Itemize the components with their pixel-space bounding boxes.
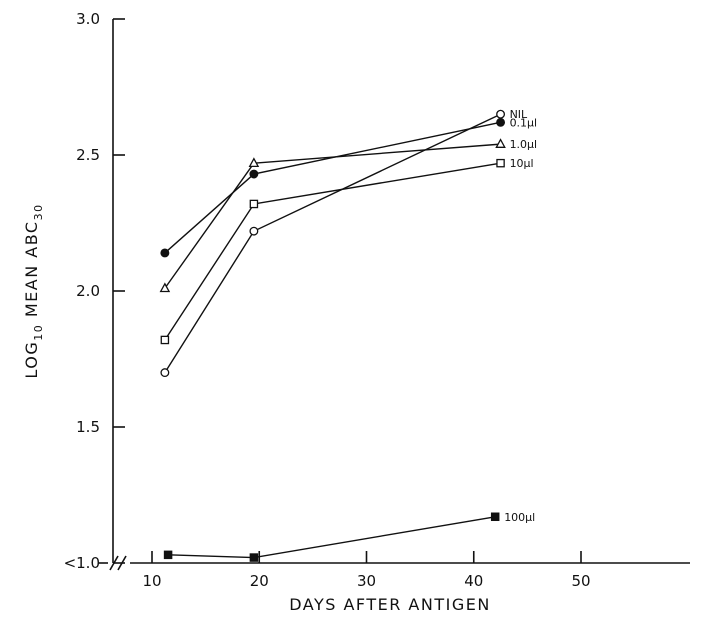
data-point (249, 199, 259, 209)
y-tick-label: 3.0 (76, 10, 100, 28)
y-tick-label: <1.0 (64, 554, 100, 572)
series-1: 0.1µl (160, 116, 538, 258)
y-axis-title-rest: MEAN ABC (22, 220, 41, 323)
data-point (248, 157, 260, 168)
data-point (159, 282, 171, 293)
x-tick-label: 50 (571, 572, 590, 590)
series-line (164, 143, 501, 289)
series-3: 10µl (160, 157, 534, 345)
axes (98, 19, 690, 571)
data-point (249, 553, 259, 562)
y-tick-label: 2.5 (76, 146, 100, 164)
data-point (249, 169, 259, 179)
x-ticks: 10 20 30 40 50 (142, 551, 591, 590)
series-label: NIL (510, 108, 528, 121)
data-point (160, 248, 170, 258)
series-line (164, 113, 501, 373)
series-0: NIL (160, 108, 528, 378)
x-tick-label: 30 (357, 572, 376, 590)
x-tick-label: 20 (250, 572, 269, 590)
y-tick-label: 1.5 (76, 418, 100, 436)
y-axis-title: LOG10 MEAN ABC30 (22, 203, 45, 378)
series-line (164, 121, 501, 254)
data-point (496, 117, 506, 127)
series-label: 10µl (510, 157, 534, 170)
x-axis-title: DAYS AFTER ANTIGEN (289, 595, 491, 614)
series-label: 1.0µl (510, 138, 538, 151)
data-point (163, 550, 173, 560)
y-ticks: <1.0 1.5 2.0 2.5 3.0 (64, 10, 125, 572)
data-point (496, 158, 505, 168)
y-tick-label: 2.0 (76, 282, 100, 300)
data-point (490, 512, 500, 522)
series-label: 100µl (504, 511, 535, 524)
y-axis-title-sub2: 30 (32, 203, 45, 220)
x-tick-label: 10 (142, 572, 161, 590)
y-axis-title-main: LOG (22, 341, 41, 379)
y-axis-title-sub: 10 (32, 324, 45, 341)
data-point (249, 226, 259, 236)
data-point (496, 109, 506, 119)
x-tick-label: 40 (464, 572, 483, 590)
series-2: 1.0µl (159, 138, 538, 293)
data-point (160, 368, 170, 378)
data-point (160, 335, 170, 345)
series-label: 0.1µl (510, 116, 538, 129)
data-point (495, 138, 506, 148)
series-line (164, 162, 501, 341)
series-line (168, 516, 496, 559)
series-4: 100µl (163, 511, 535, 562)
